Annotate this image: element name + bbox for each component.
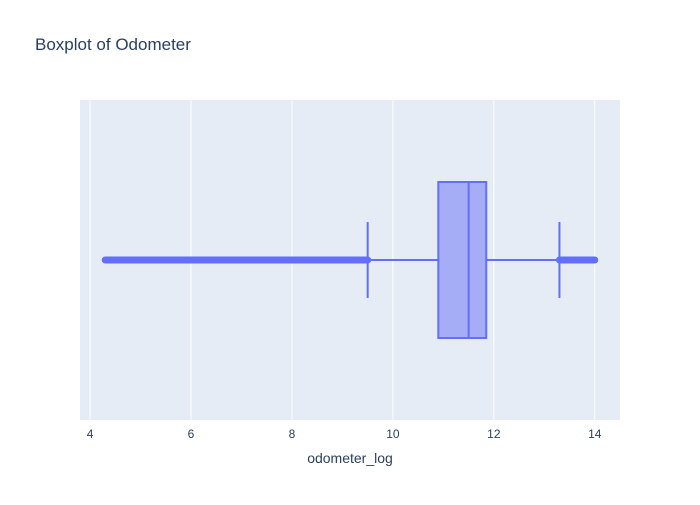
x-tick-label-12: 12 xyxy=(487,427,501,441)
x-axis-ticks: 4 6 8 10 12 14 xyxy=(87,427,602,441)
x-axis-label: odometer_log xyxy=(307,450,393,466)
x-tick-label-4: 4 xyxy=(87,427,94,441)
x-tick-label-8: 8 xyxy=(289,427,296,441)
box-series xyxy=(101,181,599,339)
x-tick-label-6: 6 xyxy=(188,427,195,441)
x-tick-label-14: 14 xyxy=(588,427,602,441)
box-iqr xyxy=(437,181,488,339)
chart-title: Boxplot of Odometer xyxy=(35,35,191,54)
x-tick-label-10: 10 xyxy=(386,427,400,441)
